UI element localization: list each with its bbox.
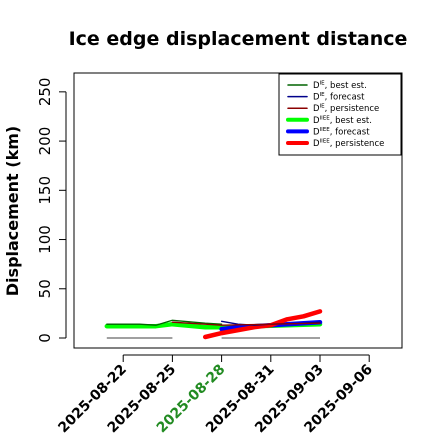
legend-label-2: DIE, forecast xyxy=(313,92,365,103)
series-lines xyxy=(104,309,323,340)
chart-title: Ice edge displacement distance xyxy=(69,28,408,50)
legend-label-5: DIIEE, forecast xyxy=(313,127,370,138)
y-tick-label: 50 xyxy=(36,279,54,298)
y-axis-label: Displacement (km) xyxy=(3,126,22,296)
y-tick-label: 250 xyxy=(36,78,54,107)
y-tick-label: 200 xyxy=(36,127,54,156)
x-axis: 2025-08-222025-08-252025-08-282025-08-31… xyxy=(55,354,376,436)
series-line-6 xyxy=(202,309,323,340)
legend-label-6: DIIEE, persistence xyxy=(313,139,384,150)
series-line-1 xyxy=(106,319,223,326)
legend-label-1: DIE, best est. xyxy=(313,81,367,92)
series-line-3 xyxy=(171,321,321,326)
y-axis: 0 50 100 150 200 250 xyxy=(36,78,67,343)
y-tick-label: 0 xyxy=(36,333,54,343)
y-tick-label: 150 xyxy=(36,176,54,205)
legend-label-3: DIE, persistence xyxy=(313,104,379,115)
legend-label-4: DIIEE, best est. xyxy=(313,115,372,126)
plot-area-frame xyxy=(73,72,403,349)
y-tick-label: 100 xyxy=(36,225,54,254)
